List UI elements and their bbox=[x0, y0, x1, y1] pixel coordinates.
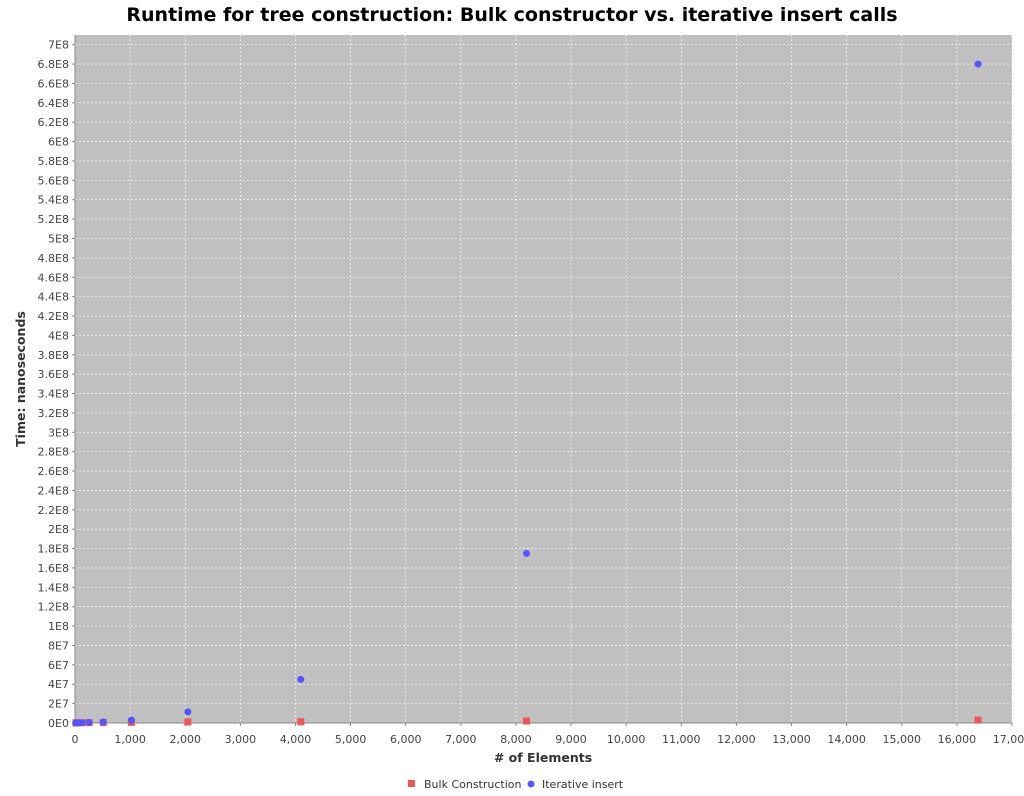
data-points bbox=[72, 60, 982, 727]
y-tick-label: 2E7 bbox=[48, 698, 69, 711]
x-axis-label: # of Elements bbox=[494, 750, 592, 765]
y-tick-label: 4.2E8 bbox=[38, 310, 69, 323]
bulk-construction-point bbox=[974, 716, 982, 724]
y-tick-label: 3.8E8 bbox=[38, 349, 69, 362]
gridlines bbox=[74, 35, 1013, 724]
y-tick-label: 3E8 bbox=[48, 426, 69, 439]
y-tick-label: 1.4E8 bbox=[38, 581, 69, 594]
plot-area bbox=[75, 35, 1012, 723]
y-tick-label: 4.4E8 bbox=[38, 291, 69, 304]
y-tick-label: 1E8 bbox=[48, 620, 69, 633]
y-tick-label: 6.6E8 bbox=[38, 77, 69, 90]
chart-title: Runtime for tree construction: Bulk cons… bbox=[126, 4, 897, 26]
x-tick-label: 12,000 bbox=[717, 733, 756, 746]
x-axis-ticks: 0 1,000 2,000 3,000 4,000 5,000 6,000 7,000 8,00… bbox=[72, 723, 1024, 746]
y-tick-label: 3.6E8 bbox=[38, 368, 69, 381]
y-tick-label: 7E8 bbox=[48, 39, 69, 52]
iterative-insert-point bbox=[297, 675, 305, 683]
y-axis-label: Time: nanoseconds bbox=[13, 311, 28, 447]
y-tick-label: 3.2E8 bbox=[38, 407, 69, 420]
x-tick-label: 13,000 bbox=[772, 733, 811, 746]
legend-bulk-label: Bulk Construction bbox=[424, 778, 522, 791]
y-tick-label: 5E8 bbox=[48, 232, 69, 245]
y-tick-label: 2.6E8 bbox=[38, 465, 69, 478]
iterative-insert-point bbox=[523, 549, 531, 557]
y-tick-label: 5.8E8 bbox=[38, 155, 69, 168]
x-tick-label: 0 bbox=[72, 733, 79, 746]
y-tick-label: 1.8E8 bbox=[38, 543, 69, 556]
x-tick-label: 8,000 bbox=[500, 733, 532, 746]
y-tick-label: 3.4E8 bbox=[38, 388, 69, 401]
iterative-insert-point bbox=[127, 716, 135, 724]
x-tick-label: 6,000 bbox=[390, 733, 422, 746]
x-tick-label: 9,000 bbox=[555, 733, 587, 746]
y-tick-label: 5.2E8 bbox=[38, 213, 69, 226]
bulk-construction-point bbox=[523, 717, 531, 725]
bulk-construction-point bbox=[184, 718, 192, 726]
legend-iterative-label: Iterative insert bbox=[542, 778, 624, 791]
y-tick-label: 5.6E8 bbox=[38, 174, 69, 187]
legend: Bulk Construction Iterative insert bbox=[408, 778, 624, 791]
y-tick-label: 2.8E8 bbox=[38, 446, 69, 459]
y-tick-label: 2.2E8 bbox=[38, 504, 69, 517]
x-tick-label: 10,000 bbox=[607, 733, 646, 746]
y-tick-label: 6E7 bbox=[48, 659, 69, 672]
x-tick-label: 5,000 bbox=[335, 733, 367, 746]
x-tick-label: 11,000 bbox=[662, 733, 701, 746]
x-tick-label: 7,000 bbox=[445, 733, 477, 746]
y-tick-label: 4E7 bbox=[48, 678, 69, 691]
x-tick-label: 3,000 bbox=[225, 733, 257, 746]
y-tick-label: 8E7 bbox=[48, 639, 69, 652]
y-tick-label: 6.4E8 bbox=[38, 97, 69, 110]
x-tick-label: 14,000 bbox=[827, 733, 866, 746]
iterative-insert-point bbox=[184, 708, 192, 716]
y-tick-label: 6.8E8 bbox=[38, 58, 69, 71]
iterative-insert-point bbox=[99, 718, 107, 726]
legend-bulk-swatch bbox=[408, 780, 415, 787]
iterative-insert-point bbox=[85, 718, 93, 726]
y-tick-label: 2.4E8 bbox=[38, 484, 69, 497]
x-tick-label: 15,000 bbox=[883, 733, 922, 746]
x-tick-label: 1,000 bbox=[114, 733, 146, 746]
x-tick-label: 2,000 bbox=[169, 733, 201, 746]
y-tick-label: 2E8 bbox=[48, 523, 69, 536]
x-tick-label: 17,000 bbox=[993, 733, 1024, 746]
y-tick-label: 6.2E8 bbox=[38, 116, 69, 129]
y-tick-label: 0E0 bbox=[48, 717, 69, 730]
y-tick-label: 1.6E8 bbox=[38, 562, 69, 575]
y-tick-label: 4.8E8 bbox=[38, 252, 69, 265]
y-tick-label: 1.2E8 bbox=[38, 601, 69, 614]
legend-iterative-swatch bbox=[527, 780, 535, 788]
bulk-construction-point bbox=[297, 718, 305, 726]
x-tick-label: 16,000 bbox=[938, 733, 977, 746]
iterative-insert-point bbox=[78, 719, 86, 727]
y-tick-label: 4.6E8 bbox=[38, 271, 69, 284]
y-tick-label: 5.4E8 bbox=[38, 194, 69, 207]
y-axis-ticks: 0E0 2E7 4E7 6E7 8E7 1E8 1.2E8 1.4E8 1.6E8 1.8E8 2E… bbox=[38, 39, 75, 730]
y-tick-label: 6E8 bbox=[48, 136, 69, 149]
x-tick-label: 4,000 bbox=[280, 733, 312, 746]
iterative-insert-point bbox=[974, 60, 982, 68]
y-tick-label: 4E8 bbox=[48, 329, 69, 342]
